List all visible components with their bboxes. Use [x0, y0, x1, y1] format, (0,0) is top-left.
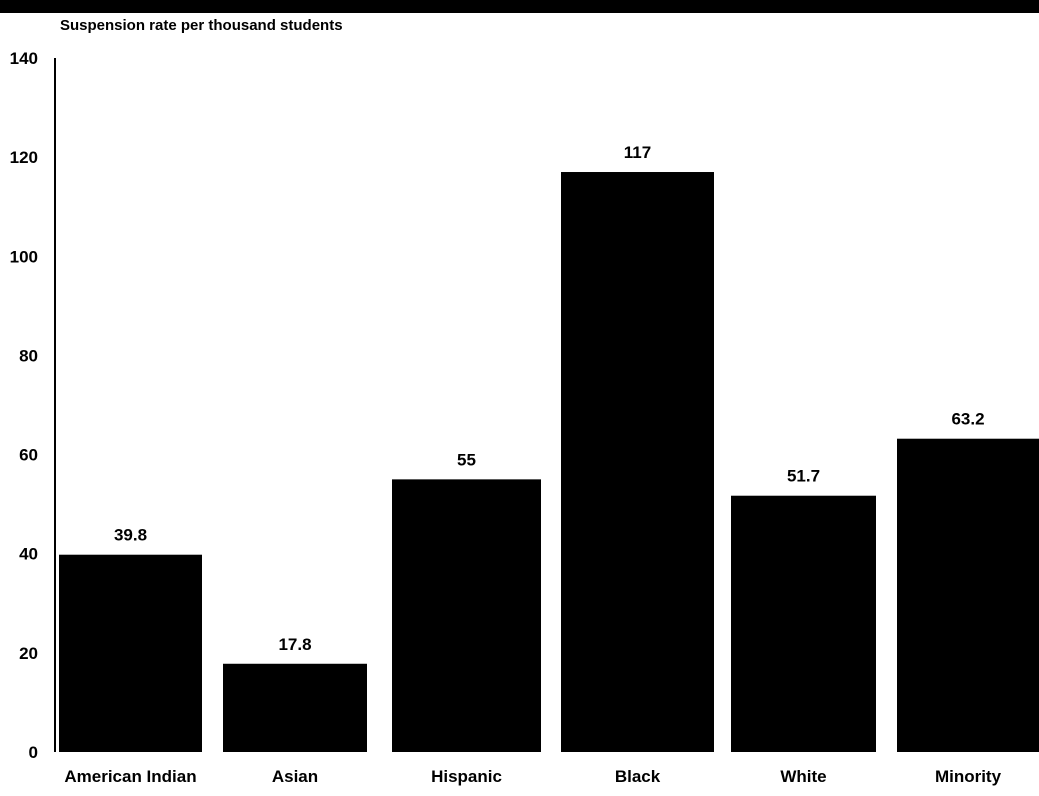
category-label: American Indian	[64, 767, 196, 786]
category-label: White	[780, 767, 826, 786]
category-label: Minority	[935, 767, 1002, 786]
value-label: 39.8	[114, 526, 147, 545]
bar-asian	[223, 663, 367, 752]
y-tick-label: 100	[10, 247, 38, 266]
top-rule	[0, 0, 1039, 13]
category-labels: American Indian Asian Hispanic Black White Mi…	[64, 767, 1001, 786]
category-label: Asian	[272, 767, 318, 786]
value-label: 55	[457, 450, 476, 469]
value-label: 51.7	[787, 467, 820, 486]
bar-black	[561, 172, 714, 752]
y-axis-label: Suspension rate per thousand students	[60, 17, 343, 34]
category-label: Hispanic	[431, 767, 502, 786]
y-tick-label: 80	[19, 346, 38, 365]
value-label: 17.8	[278, 635, 311, 654]
y-tick-label: 60	[19, 446, 38, 465]
bar-white	[731, 495, 876, 752]
y-tick-label: 20	[19, 644, 38, 663]
bars	[59, 172, 1039, 752]
y-tick-label: 120	[10, 148, 38, 167]
value-label: 63.2	[951, 410, 984, 429]
y-tick-label: 40	[19, 545, 38, 564]
y-axis-ticks: 0 20 40 60 80 100 120 140	[10, 49, 38, 762]
bar-minority	[897, 438, 1039, 752]
value-label: 117	[624, 143, 651, 162]
bar-hispanic	[392, 479, 541, 752]
y-tick-label: 0	[29, 743, 38, 762]
category-label: Black	[615, 767, 661, 786]
value-labels: 39.8 17.8 55 117 51.7 63.2	[114, 143, 985, 654]
y-tick-label: 140	[10, 49, 38, 68]
bar-american-indian	[59, 554, 202, 752]
